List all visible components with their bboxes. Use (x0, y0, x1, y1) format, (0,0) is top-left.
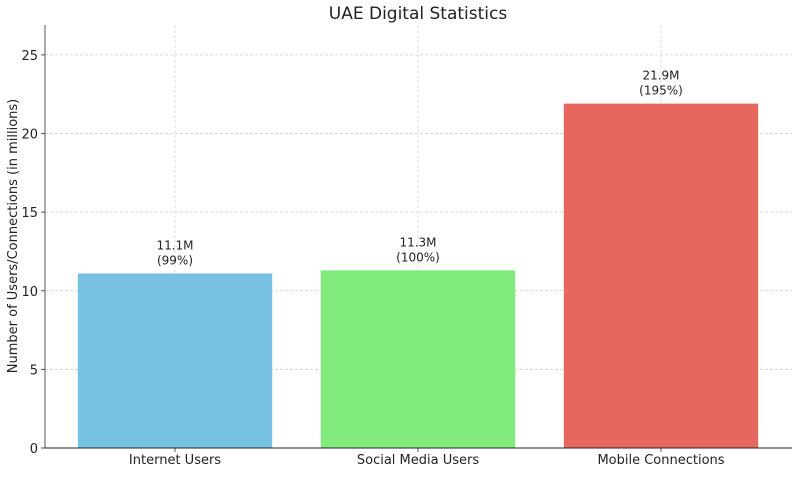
bar-internet-users (77, 273, 273, 448)
bar-percent-label: (195%) (639, 84, 683, 98)
y-tick-label: 20 (21, 128, 38, 143)
bar-percent-label: (99%) (157, 253, 193, 267)
bar-value-label: 11.1M (156, 238, 193, 252)
bar-value-label: 11.3M (399, 235, 436, 249)
y-tick-label: 25 (21, 49, 38, 64)
bar-social-media-users (320, 270, 516, 448)
x-tick-label: Social Media Users (357, 453, 479, 468)
y-tick-label: 0 (30, 442, 38, 457)
bar-mobile-connections (563, 103, 759, 448)
chart-title: UAE Digital Statistics (329, 4, 508, 24)
y-tick-label: 10 (21, 285, 38, 300)
x-tick-label: Internet Users (129, 453, 221, 468)
bar-percent-label: (100%) (396, 250, 440, 264)
x-tick-label: Mobile Connections (597, 453, 724, 468)
bar-value-label: 21.9M (642, 69, 679, 83)
y-axis-label: Number of Users/Connections (in millions… (6, 99, 21, 373)
y-tick-label: 5 (30, 363, 38, 378)
y-tick-label: 15 (21, 206, 38, 221)
